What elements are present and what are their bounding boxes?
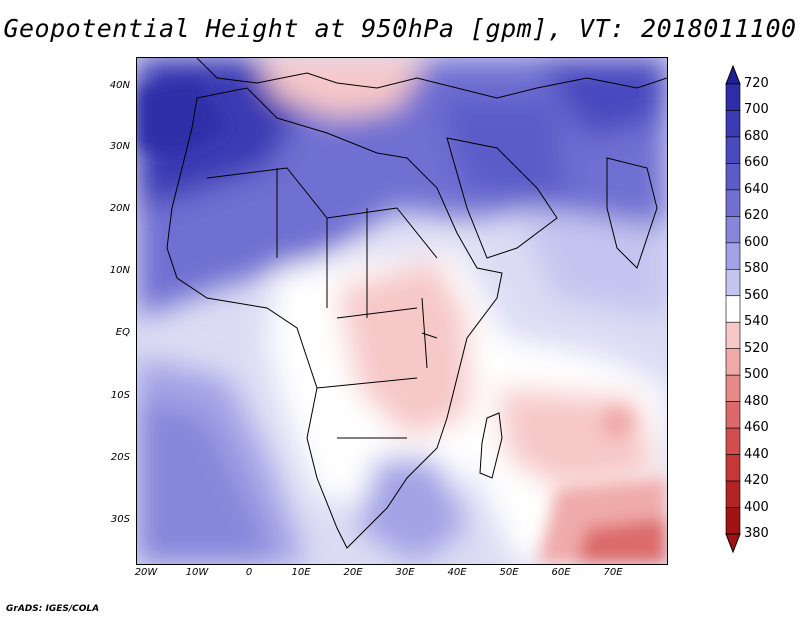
colorbar-level-label: 400 (744, 499, 769, 515)
lat-label-10n: 10N (109, 265, 130, 276)
colorbar-swatch (725, 189, 741, 217)
colorbar-swatch (725, 83, 741, 111)
colorbar-level-label: 460 (744, 420, 769, 436)
colorbar-swatch (725, 216, 741, 244)
colorbar-level-label: 520 (744, 340, 769, 356)
colorbar-level-label: 580 (744, 261, 769, 277)
lon-label-10w: 10W (185, 567, 209, 578)
colorbar-level-label: 700 (744, 102, 769, 118)
lat-label-30n: 30N (109, 141, 130, 152)
lon-label-40e: 40E (447, 567, 467, 578)
lon-label-0: 0 (245, 567, 253, 578)
colorbar-swatch (725, 268, 741, 297)
colorbar-level-label: 660 (744, 155, 769, 171)
colorbar-level-label: 640 (744, 181, 769, 197)
colorbar-level-label: 540 (744, 314, 769, 330)
colorbar-swatch (725, 480, 741, 508)
lon-label-20w: 20W (134, 567, 158, 578)
lat-label-20n: 20N (109, 203, 130, 214)
lon-label-20e: 20E (343, 567, 363, 578)
colorbar-swatch (725, 242, 741, 270)
colorbar-max-arrow (725, 64, 741, 85)
colorbar-swatch (725, 295, 741, 323)
map-plot-area (136, 57, 668, 565)
colorbar-level-label: 600 (744, 234, 769, 250)
colorbar-level-label: 440 (744, 446, 769, 462)
colorbar (725, 64, 741, 554)
lon-label-30e: 30E (395, 567, 415, 578)
colorbar-level-label: 620 (744, 208, 769, 224)
colorbar-swatch (725, 427, 741, 455)
lat-label-30s: 30S (110, 514, 130, 525)
geopotential-height-field (137, 58, 667, 564)
colorbar-swatch (725, 507, 741, 535)
colorbar-level-label: 560 (744, 287, 769, 303)
colorbar-swatch (725, 136, 741, 164)
colorbar-level-label: 680 (744, 128, 769, 144)
colorbar-level-label: 420 (744, 473, 769, 489)
lon-label-70e: 70E (603, 567, 623, 578)
colorbar-swatch (725, 163, 741, 191)
lat-label-eq: EQ (115, 327, 130, 338)
colorbar-swatch (725, 321, 741, 350)
lat-label-20s: 20S (110, 452, 130, 463)
lon-label-60e: 60E (551, 567, 571, 578)
grads-credit: GrADS: IGES/COLA (6, 604, 100, 614)
colorbar-swatch (725, 401, 741, 429)
colorbar-swatch (725, 374, 741, 402)
colorbar-level-label: 380 (744, 526, 769, 541)
colorbar-swatch (725, 454, 741, 482)
lon-label-10e: 10E (291, 567, 311, 578)
map-title: Geopotential Height at 950hPa [gpm], VT:… (3, 14, 797, 43)
colorbar-level-label: 480 (744, 393, 769, 409)
colorbar-level-label: 720 (744, 76, 769, 91)
colorbar-swatch (725, 110, 741, 138)
colorbar-min-arrow (725, 533, 741, 554)
colorbar-level-label: 500 (744, 367, 769, 383)
colorbar-swatch (725, 348, 741, 376)
lat-label-40n: 40N (109, 80, 130, 91)
lat-label-10s: 10S (110, 390, 130, 401)
coastlines (166, 58, 667, 549)
lon-label-50e: 50E (499, 567, 519, 578)
